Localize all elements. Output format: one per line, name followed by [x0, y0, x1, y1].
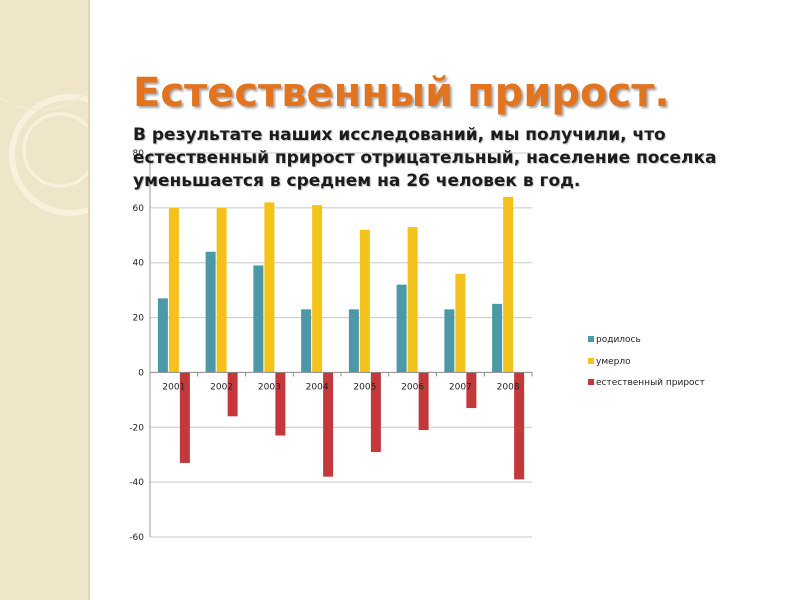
- bar-умерло-2007: [455, 273, 466, 373]
- bar-умерло-2001: [168, 207, 179, 373]
- x-tick-label: 2004: [306, 382, 329, 392]
- bar-родилось-2002: [205, 251, 216, 373]
- bar-умерло-2005: [359, 229, 370, 373]
- chart-bars: [157, 196, 525, 480]
- legend-swatch: [588, 379, 594, 385]
- legend-label: умерло: [596, 357, 631, 367]
- y-tick-label: 20: [133, 314, 145, 324]
- y-tick-label: -40: [129, 478, 144, 488]
- x-tick-label: 2002: [210, 382, 233, 392]
- x-tick-label: 2001: [162, 382, 185, 392]
- bar-умерло-2008: [503, 196, 514, 373]
- legend-label: естественный прирост: [596, 378, 705, 388]
- y-tick-label: 80: [133, 149, 145, 159]
- bar-умерло-2004: [312, 205, 323, 373]
- bar-естественный-прирост-2008: [514, 372, 525, 480]
- legend-label: родилось: [596, 335, 641, 345]
- chart-axes: [149, 153, 533, 537]
- y-tick-label: 60: [133, 204, 145, 214]
- bar-родилось-2006: [396, 284, 407, 373]
- bar-родилось-2003: [253, 265, 264, 373]
- x-tick-label: 2008: [497, 382, 520, 392]
- x-tick-label: 2007: [449, 382, 472, 392]
- bar-родилось-2007: [444, 309, 455, 373]
- slide-body-text: В результате наших исследований, мы полу…: [133, 125, 717, 191]
- legend-swatch: [588, 336, 594, 342]
- bar-родилось-2008: [492, 303, 503, 373]
- slide-title: Естественный прирост.: [133, 70, 670, 116]
- x-tick-label: 2006: [401, 382, 424, 392]
- bar-умерло-2002: [216, 207, 227, 373]
- bar-родилось-2005: [348, 309, 359, 373]
- chart-legend: родилось умерло естественный прирост: [588, 335, 705, 388]
- chart-labels: 80 60 40 20 0 -20 -40 -60 2001 2002 2003 2004 2005 20…: [129, 149, 520, 543]
- y-tick-label: -60: [129, 533, 144, 543]
- bar-естественный-прирост-2007: [466, 372, 477, 409]
- x-tick-label: 2005: [353, 382, 376, 392]
- y-tick-label: 40: [133, 259, 145, 269]
- decorative-side-band: [0, 0, 90, 600]
- bar-естественный-прирост-2006: [418, 372, 429, 431]
- legend-swatch: [588, 358, 594, 364]
- x-tick-label: 2003: [258, 382, 281, 392]
- chart-gridlines: [150, 152, 532, 538]
- bar-естественный-прирост-2001: [179, 372, 190, 463]
- y-tick-label: 0: [138, 368, 144, 378]
- y-tick-label: -20: [129, 423, 144, 433]
- bar-умерло-2006: [407, 227, 418, 373]
- bar-естественный-прирост-2004: [323, 372, 334, 477]
- bar-естественный-прирост-2002: [227, 372, 238, 417]
- bar-родилось-2001: [157, 298, 168, 373]
- decorative-circles: [0, 89, 88, 216]
- bar-естественный-прирост-2005: [370, 372, 381, 452]
- bar-естественный-прирост-2003: [275, 372, 286, 436]
- bar-умерло-2003: [264, 202, 275, 373]
- bar-родилось-2004: [301, 309, 312, 373]
